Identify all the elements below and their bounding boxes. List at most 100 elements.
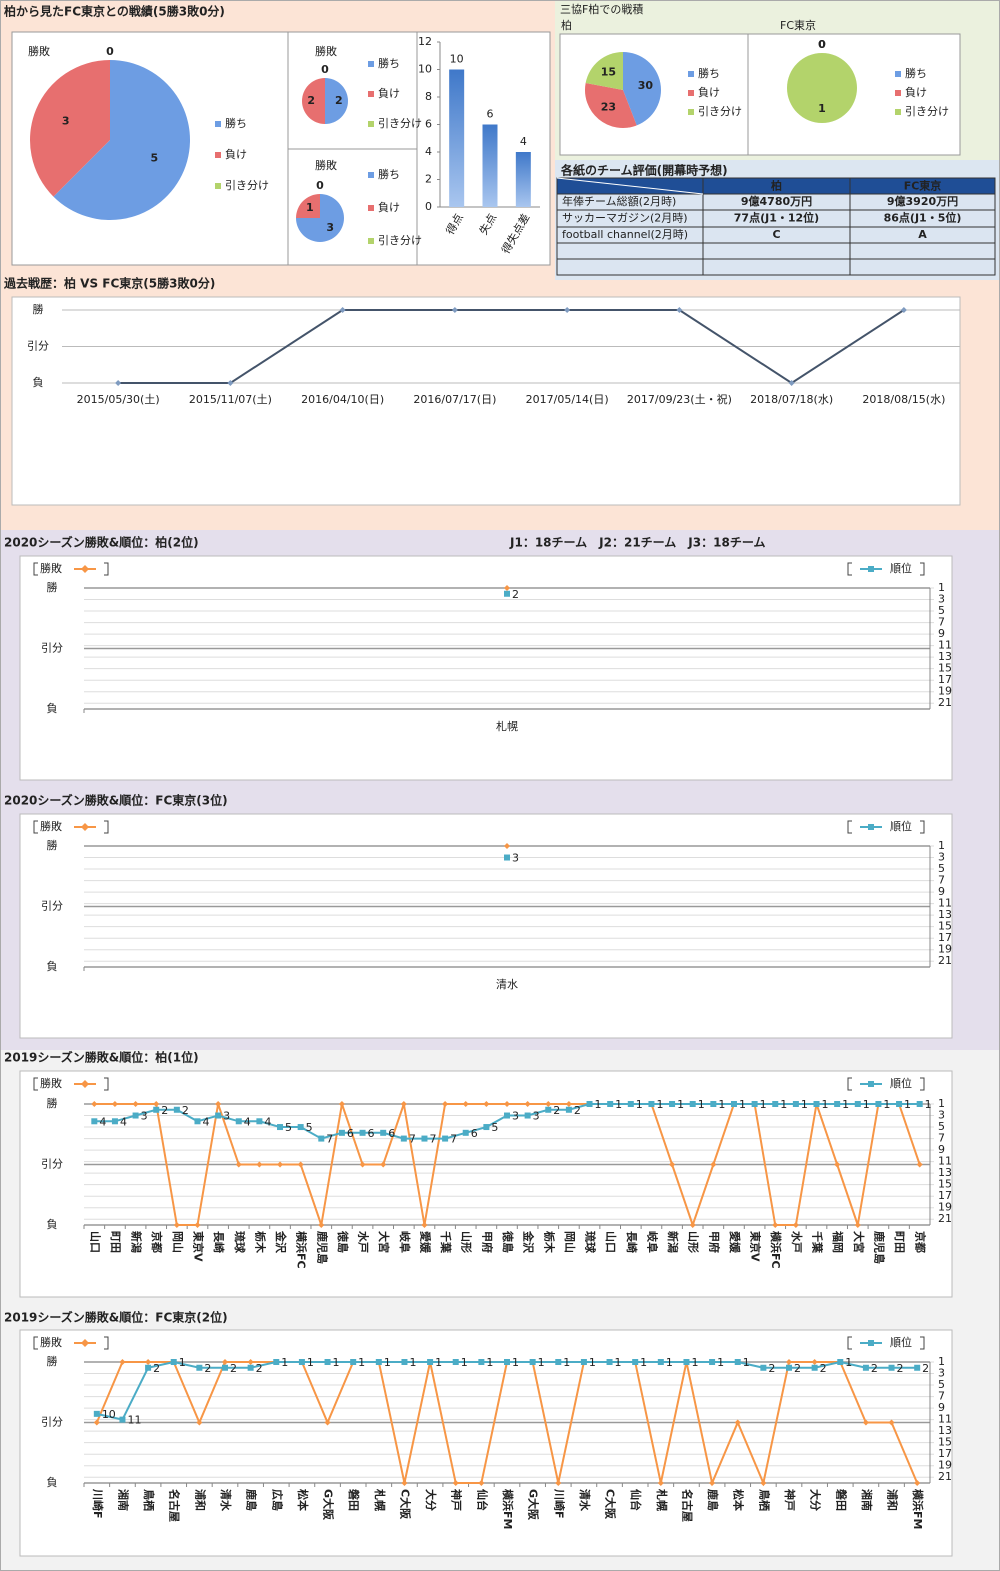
data-label: 1 xyxy=(863,1098,870,1111)
marker xyxy=(529,1359,536,1365)
x-tick-label: 2018/07/18(水) xyxy=(750,393,833,406)
legend-marker xyxy=(868,566,874,572)
y2-tick-label: 17 xyxy=(938,1447,952,1460)
legend-label: 勝ち xyxy=(905,66,927,80)
x-tick-label: 2018/08/15(水) xyxy=(862,393,945,406)
legend-label: 順位 xyxy=(890,819,912,833)
x-tick-label: 長崎 xyxy=(625,1231,639,1253)
x-tick-label: 大分 xyxy=(424,1489,438,1511)
legend-swatch xyxy=(215,183,221,189)
data-label: 1 xyxy=(409,1356,416,1369)
data-label: 2 xyxy=(256,1362,263,1375)
marker xyxy=(545,1106,552,1113)
x-tick-label: 鳥栖 xyxy=(142,1489,156,1511)
y2-tick-label: 21 xyxy=(938,696,952,709)
marker xyxy=(862,1364,869,1371)
legend-bracket xyxy=(847,820,852,834)
x-tick-label: C大阪 xyxy=(604,1489,618,1520)
value-label: 10 xyxy=(450,53,464,66)
marker xyxy=(504,590,510,597)
x-tick-label: 2016/04/10(日) xyxy=(301,393,384,406)
x-tick-label: 大分 xyxy=(809,1489,823,1511)
marker xyxy=(657,1359,664,1365)
marker xyxy=(632,1359,639,1365)
x-tick-label: 横浜FC xyxy=(295,1231,309,1269)
data-label: 1 xyxy=(743,1356,750,1369)
x-tick-label: 神戸 xyxy=(783,1489,797,1511)
x-tick-label: 栃木 xyxy=(542,1231,556,1254)
table-cell xyxy=(556,242,704,260)
legend-swatch xyxy=(895,71,901,77)
data-label: 2 xyxy=(897,1362,904,1375)
x-tick-label: 町田 xyxy=(109,1231,122,1253)
table-title: 各紙のチーム評価(開幕時予想) xyxy=(560,163,728,178)
legend-label: 勝敗 xyxy=(40,561,62,575)
marker xyxy=(564,307,571,313)
data-label: 5 xyxy=(491,1121,498,1134)
data-label: 1 xyxy=(615,1356,622,1369)
data-label: 4 xyxy=(202,1115,209,1128)
y2-tick-label: 11 xyxy=(938,897,952,910)
y2-tick-label: 9 xyxy=(938,1143,945,1156)
x-tick-label: 2015/11/07(土) xyxy=(189,393,272,406)
x-tick-label: 琉球 xyxy=(233,1231,247,1254)
table-value: 9億3920万円 xyxy=(887,194,958,208)
marker xyxy=(648,1101,655,1107)
chart-title: 2019シーズン勝敗&順位：FC東京(2位) xyxy=(4,1310,228,1325)
data-label: 1 xyxy=(595,1098,602,1111)
data-label: 2 xyxy=(871,1362,878,1375)
marker xyxy=(875,1101,882,1107)
x-tick-label: 千葉 xyxy=(811,1231,825,1254)
legend-swatch xyxy=(368,91,374,97)
pie-title: 勝敗 xyxy=(315,158,337,172)
pie-label: 2 xyxy=(335,94,343,107)
y-tick-label: 4 xyxy=(425,145,432,158)
legend-label: 引き分け xyxy=(905,104,949,118)
marker xyxy=(421,1222,428,1228)
y2-tick-label: 15 xyxy=(938,662,952,675)
bar xyxy=(449,69,465,207)
marker xyxy=(689,1222,696,1228)
data-label: 6 xyxy=(388,1127,395,1140)
marker xyxy=(401,1359,408,1365)
y-tick-label: 勝 xyxy=(47,838,58,852)
data-label: 2 xyxy=(553,1104,560,1117)
data-label: 1 xyxy=(589,1356,596,1369)
table-cell xyxy=(556,258,704,276)
y-tick-label: 勝 xyxy=(47,1354,58,1368)
y-tick-label: 引分 xyxy=(41,1157,63,1171)
marker xyxy=(235,1118,242,1125)
y2-tick-label: 11 xyxy=(938,639,952,652)
marker xyxy=(483,1124,490,1131)
x-tick-label: 浦和 xyxy=(193,1489,207,1511)
y2-tick-label: 1 xyxy=(938,1097,945,1110)
data-label: 7 xyxy=(326,1133,333,1146)
data-label: 1 xyxy=(281,1356,288,1369)
marker xyxy=(273,1359,280,1365)
pie-label: 0 xyxy=(818,38,826,51)
marker xyxy=(786,1359,792,1365)
marker xyxy=(247,1359,254,1365)
x-tick-label: 横浜FC xyxy=(769,1231,783,1269)
y2-tick-label: 5 xyxy=(938,604,945,617)
marker xyxy=(896,1101,903,1107)
y2-tick-label: 5 xyxy=(938,1378,945,1391)
marker xyxy=(751,1101,758,1107)
x-tick-label: 名古屋 xyxy=(168,1489,182,1522)
y2-tick-label: 19 xyxy=(938,943,952,956)
marker xyxy=(627,1101,634,1107)
marker xyxy=(380,1161,387,1168)
legend-swatch xyxy=(895,109,901,115)
x-tick-label: 鹿児島 xyxy=(872,1231,886,1264)
legend-bracket xyxy=(104,1336,109,1350)
legend-bracket xyxy=(104,820,109,834)
annotation: J1：18チーム J2：21チーム J3：18チーム xyxy=(509,536,765,550)
marker xyxy=(215,1112,222,1119)
y-tick-label: 8 xyxy=(425,90,432,103)
marker xyxy=(730,1101,737,1107)
pie-label: 30 xyxy=(638,79,654,92)
panel xyxy=(19,555,953,781)
legend-bracket xyxy=(33,562,38,576)
marker xyxy=(834,1161,841,1168)
